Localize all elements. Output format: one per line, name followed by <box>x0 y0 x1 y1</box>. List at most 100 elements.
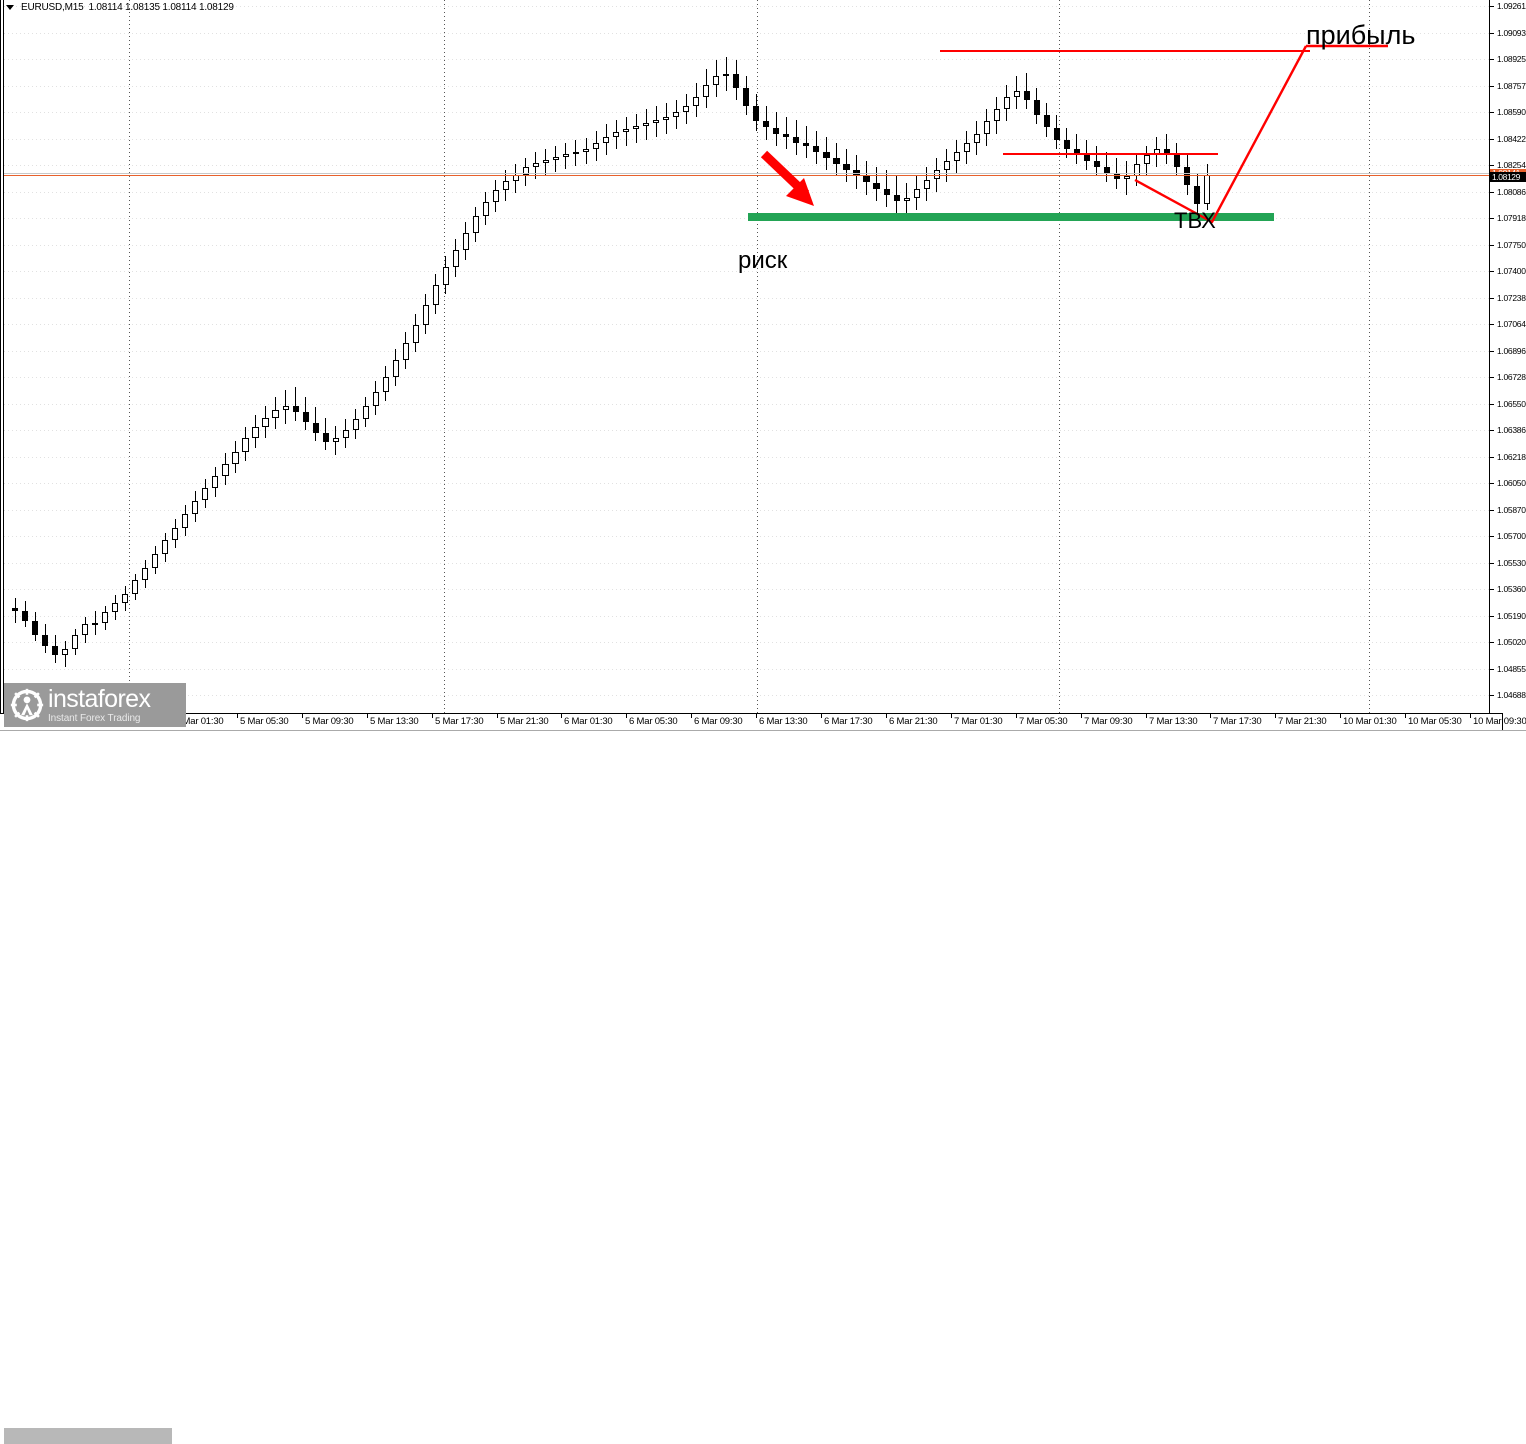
candle <box>843 0 850 713</box>
price-tick <box>1490 112 1494 113</box>
time-tick <box>1405 714 1406 718</box>
gridline-vertical-day <box>129 0 130 713</box>
time-tick <box>432 714 433 718</box>
gridline-horizontal <box>4 669 1489 670</box>
price-tick-label: 1.07918 <box>1497 213 1526 223</box>
ask-price-line <box>4 173 1489 175</box>
candle <box>773 0 780 713</box>
candle-body-bearish <box>863 176 870 183</box>
candle-body-bullish <box>973 133 980 143</box>
chart-scroll-handle[interactable] <box>4 1428 172 1444</box>
price-tick <box>1490 457 1494 458</box>
candle <box>392 0 399 713</box>
candle <box>352 0 359 713</box>
price-tick-label: 1.05020 <box>1497 637 1526 647</box>
candle <box>562 0 570 713</box>
candle-body-bearish <box>1093 161 1100 168</box>
candle <box>893 0 900 713</box>
price-tick <box>1490 324 1494 325</box>
candle <box>703 0 710 713</box>
price-tick <box>1490 377 1494 378</box>
window-left-border <box>0 0 1 714</box>
price-tick-label: 1.04688 <box>1497 690 1526 700</box>
candle-body-bearish <box>883 188 890 195</box>
candle <box>903 0 910 713</box>
candle-body-bullish <box>1003 96 1010 110</box>
price-tick <box>1490 616 1494 617</box>
candle <box>1123 0 1131 713</box>
candle <box>152 0 159 713</box>
price-tick-label: 1.05360 <box>1497 584 1526 594</box>
price-tick <box>1490 298 1494 299</box>
candle-body-bearish <box>803 142 810 146</box>
candle-body-bearish <box>753 106 760 122</box>
candle <box>292 0 299 713</box>
candle-body-bullish <box>693 96 700 107</box>
candle <box>572 0 580 713</box>
candle <box>272 0 279 713</box>
candle <box>282 0 289 713</box>
gridline-vertical-day <box>1059 0 1060 713</box>
candle <box>623 0 630 713</box>
candle <box>943 0 950 713</box>
candle-body-bullish <box>923 179 930 189</box>
resistance-level-lower[interactable] <box>1003 153 1218 156</box>
candle-body-bullish <box>472 216 479 233</box>
gridline-vertical-day <box>444 0 445 713</box>
candle-body-bullish <box>102 612 109 623</box>
candle <box>613 0 620 713</box>
instaforex-watermark: instaforex Instant Forex Trading <box>4 683 186 727</box>
candle <box>973 0 980 713</box>
chart-plot-area[interactable] <box>4 0 1489 713</box>
time-tick <box>497 714 498 718</box>
candle <box>462 0 469 713</box>
time-tick <box>756 714 757 718</box>
candle <box>863 0 870 713</box>
triangle-down-icon[interactable] <box>6 4 14 10</box>
time-tick-label: 10 Mar 09:30 <box>1473 716 1526 727</box>
gridline-horizontal <box>4 298 1489 299</box>
candle-body-bearish <box>1083 155 1090 162</box>
candle <box>1184 0 1191 713</box>
candle <box>12 0 19 713</box>
candle-body-bullish <box>993 109 1000 122</box>
candle-body-bullish <box>362 405 369 420</box>
candle <box>442 0 449 713</box>
candle <box>262 0 269 713</box>
time-axis[interactable]: 4 Mar 2025 5 Mar 01:305 Mar 05:305 Mar 0… <box>0 714 1526 1444</box>
candle-body-bullish <box>452 249 459 267</box>
resistance-level-upper[interactable] <box>940 49 1310 52</box>
candle <box>32 0 39 713</box>
candle <box>593 0 600 713</box>
candle <box>492 0 499 713</box>
candle <box>372 0 379 713</box>
candle-wick <box>805 126 807 159</box>
price-axis[interactable]: 1.09261 1.09093 1.08925 1.08757 1.08590 1.084… <box>1490 0 1526 713</box>
price-tick <box>1490 218 1494 219</box>
candle <box>182 0 189 713</box>
candle-body-bullish <box>242 437 249 452</box>
candle-body-bullish <box>1013 90 1020 97</box>
price-tick-label: 1.09261 <box>1497 1 1526 11</box>
time-tick-label: 5 Mar 21:30 <box>500 716 549 727</box>
candle <box>412 0 419 713</box>
price-tick-label: 1.08086 <box>1497 187 1526 197</box>
candle-body-bullish <box>272 410 279 418</box>
price-tick-label: 1.05190 <box>1497 611 1526 621</box>
price-tick-label: 1.09093 <box>1497 28 1526 38</box>
candle-body-bearish <box>793 136 800 143</box>
price-tick <box>1490 589 1494 590</box>
candle <box>122 0 129 713</box>
candle <box>322 0 329 713</box>
instaforex-gear-icon <box>10 688 44 722</box>
time-tick <box>237 714 238 718</box>
gridline-horizontal <box>4 6 1489 7</box>
price-tick-label: 1.06728 <box>1497 372 1526 382</box>
candle <box>743 0 750 713</box>
candle <box>783 0 790 713</box>
candle <box>1113 0 1120 713</box>
candle-body-bullish <box>132 579 139 594</box>
candle <box>1053 0 1060 713</box>
time-tick <box>1275 714 1276 718</box>
support-entry-zone[interactable] <box>748 213 1274 222</box>
